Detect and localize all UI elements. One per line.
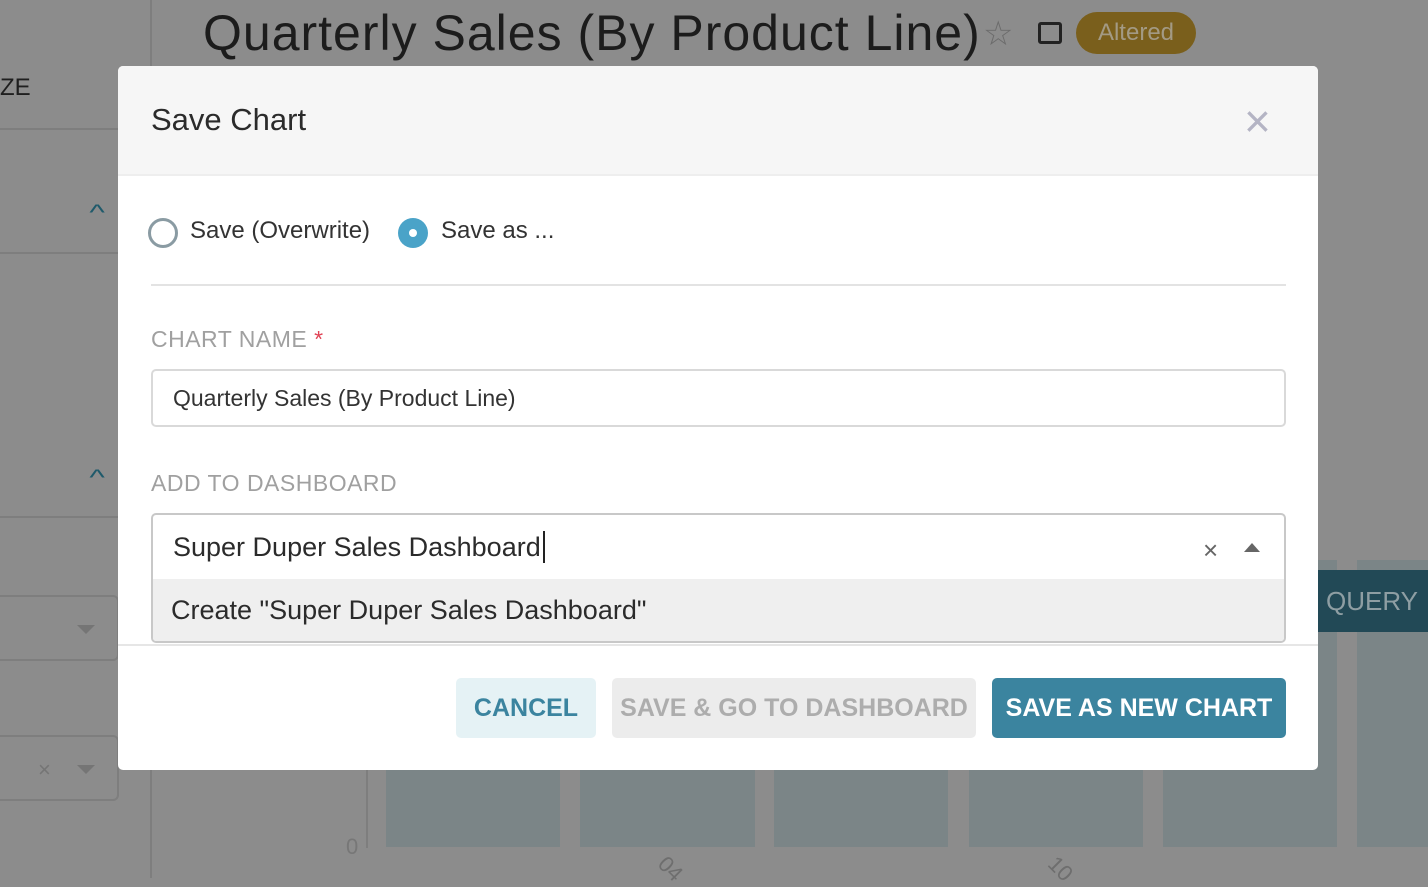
close-icon[interactable]: ×: [1244, 95, 1271, 147]
chart-name-label: CHART NAME *: [151, 326, 324, 353]
x-tick-label: 10: [1043, 851, 1079, 887]
status-badge: Altered: [1076, 12, 1196, 54]
cancel-button[interactable]: CANCEL: [456, 678, 596, 738]
clear-icon[interactable]: ×: [1203, 535, 1219, 565]
radio-overwrite[interactable]: [148, 218, 178, 248]
save-chart-modal: Save Chart × Save (Overwrite) Save as ..…: [118, 66, 1318, 770]
sidebar-section-label: ZE: [0, 74, 31, 101]
y-tick-label: 0: [346, 834, 359, 859]
chevron-up-icon[interactable]: ^: [89, 465, 105, 490]
caret-down-icon: [77, 765, 95, 774]
divider: [0, 128, 150, 130]
dashboard-option-create[interactable]: Create "Super Duper Sales Dashboard": [153, 579, 1284, 641]
chart-name-input[interactable]: Quarterly Sales (By Product Line): [151, 369, 1286, 427]
caret-down-icon: [77, 625, 95, 634]
required-mark: *: [314, 326, 324, 352]
star-icon[interactable]: ☆: [983, 15, 1014, 53]
save-go-to-dashboard-button[interactable]: SAVE & GO TO DASHBOARD: [612, 678, 976, 738]
radio-save-as[interactable]: [398, 218, 428, 248]
dashboard-select-input[interactable]: Super Duper Sales Dashboard: [173, 531, 545, 563]
caret-up-icon[interactable]: [1244, 543, 1260, 552]
control-select[interactable]: [0, 595, 119, 661]
divider: [0, 516, 150, 518]
x-tick-label: 04: [653, 851, 689, 887]
chart-title[interactable]: Quarterly Sales (By Product Line): [203, 5, 981, 61]
modal-header: Save Chart ×: [118, 66, 1318, 176]
edit-icon[interactable]: [1038, 22, 1062, 44]
radio-overwrite-label[interactable]: Save (Overwrite): [190, 217, 371, 244]
clear-icon[interactable]: ×: [38, 757, 51, 782]
modal-title: Save Chart: [151, 102, 307, 137]
chart-name-label-text: CHART NAME: [151, 326, 308, 352]
save-as-new-chart-button[interactable]: SAVE AS NEW CHART: [992, 678, 1286, 738]
radio-save-as-label[interactable]: Save as ...: [441, 217, 555, 244]
control-select[interactable]: ×: [0, 735, 119, 801]
dashboard-label: ADD TO DASHBOARD: [151, 470, 398, 496]
footer-divider: [118, 644, 1318, 646]
chevron-up-icon[interactable]: ^: [89, 200, 105, 225]
divider: [0, 252, 150, 254]
run-query-button[interactable]: QUERY: [1318, 570, 1428, 632]
dashboard-select[interactable]: Super Duper Sales Dashboard × Create "Su…: [151, 513, 1286, 643]
divider: [151, 284, 1286, 286]
